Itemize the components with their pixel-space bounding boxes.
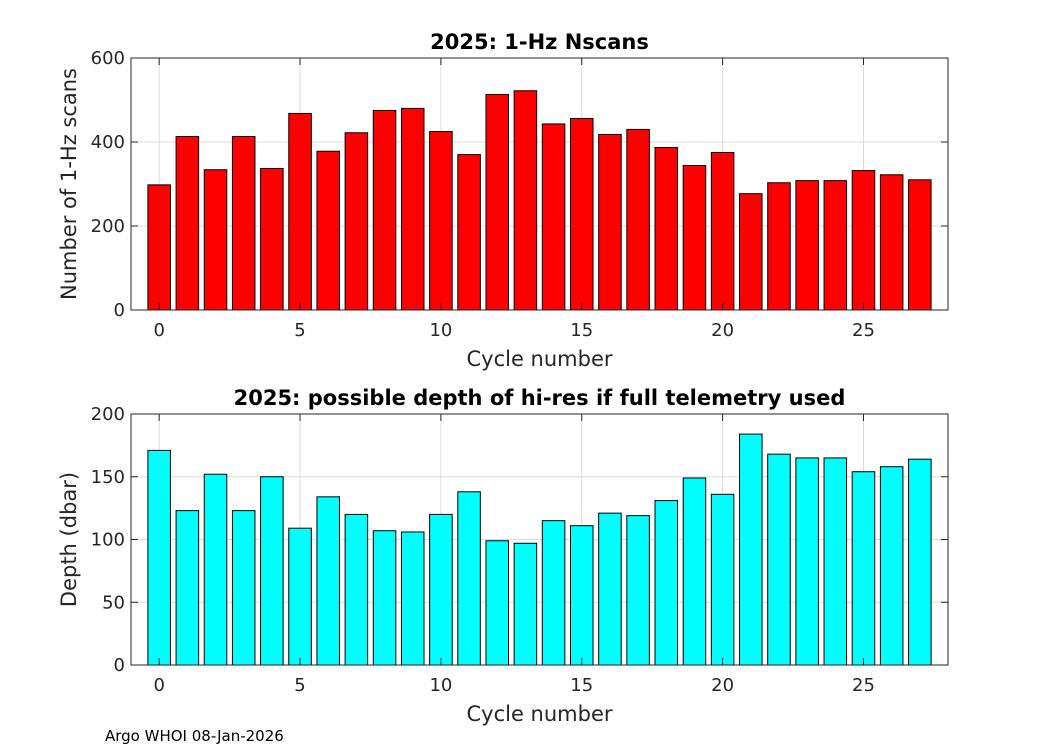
- bar: [231, 510, 256, 666]
- bar: [513, 90, 538, 311]
- footer-text: Argo WHOI 08-Jan-2026: [105, 727, 284, 745]
- bar: [710, 493, 735, 666]
- bar: [767, 453, 791, 666]
- y-tick-label: 0: [114, 300, 125, 321]
- bar: [795, 457, 819, 666]
- bar: [203, 169, 228, 311]
- bar: [598, 512, 622, 666]
- bar: [598, 133, 622, 311]
- y-axis-label: Number of 1-Hz scans: [57, 68, 81, 300]
- bar: [654, 146, 679, 311]
- bar: [203, 473, 228, 666]
- bar: [626, 128, 650, 311]
- y-axis-label: Depth (dbar): [57, 472, 81, 607]
- bar: [682, 165, 707, 311]
- bar: [485, 540, 510, 666]
- bar: [344, 132, 369, 311]
- bar: [429, 131, 453, 311]
- y-tick-label: 600: [91, 48, 125, 69]
- bar: [372, 110, 397, 311]
- bar: [457, 154, 481, 311]
- bar: [823, 457, 848, 666]
- x-tick-label: 0: [153, 675, 164, 696]
- bar: [682, 477, 707, 666]
- bar: [541, 123, 566, 311]
- bar: [372, 530, 397, 666]
- bar: [569, 117, 594, 311]
- bar: [175, 510, 200, 666]
- bar: [879, 174, 904, 311]
- bar: [908, 458, 932, 666]
- bar: [485, 94, 510, 311]
- bar: [710, 152, 735, 311]
- y-tick-label: 400: [91, 132, 125, 153]
- chart-title: 2025: possible depth of hi-res if full t…: [234, 386, 846, 410]
- bar: [626, 515, 650, 666]
- bar: [260, 476, 284, 666]
- x-axis-label: Cycle number: [466, 702, 612, 726]
- axes-frame: [130, 57, 949, 311]
- y-tick-label: 200: [91, 216, 125, 237]
- bar: [429, 513, 453, 666]
- bar: [400, 531, 425, 666]
- bar: [851, 170, 876, 311]
- y-tick-label: 100: [91, 530, 125, 551]
- bar: [541, 520, 566, 666]
- chart-panel-2: 0 5 10 15 20 25 0 50 100 150 200 2025: possible dep…: [57, 386, 949, 726]
- bar: [147, 184, 171, 311]
- bar: [260, 167, 284, 311]
- bar: [316, 496, 340, 666]
- bar: [316, 150, 340, 311]
- y-tick-label: 50: [102, 592, 125, 613]
- x-tick-label: 15: [570, 675, 593, 696]
- y-tick-label: 200: [91, 404, 125, 425]
- bar: [344, 513, 369, 666]
- x-tick-label: 10: [429, 675, 452, 696]
- bar: [908, 179, 932, 311]
- x-tick-label: 20: [711, 320, 734, 341]
- x-tick-label: 15: [570, 320, 593, 341]
- bar: [569, 525, 594, 666]
- bar: [231, 136, 256, 311]
- chart-title: 2025: 1-Hz Nscans: [430, 30, 649, 54]
- x-tick-label: 10: [429, 320, 452, 341]
- bar: [879, 466, 904, 666]
- bar: [288, 527, 312, 666]
- bar: [767, 182, 791, 311]
- x-tick-label: 25: [852, 320, 875, 341]
- x-tick-label: 20: [711, 675, 734, 696]
- x-tick-label: 25: [852, 675, 875, 696]
- bar: [654, 500, 679, 666]
- x-tick-label: 5: [294, 675, 305, 696]
- bar: [400, 107, 425, 311]
- y-tick-label: 0: [114, 655, 125, 676]
- x-tick-label: 0: [153, 320, 164, 341]
- bar: [457, 491, 481, 666]
- bar: [823, 180, 848, 311]
- x-axis-label: Cycle number: [466, 347, 612, 371]
- bar: [175, 136, 200, 311]
- bar: [513, 542, 538, 666]
- chart-panel-1: 0 5 10 15 20 25 0 200 400 600 2025: 1-Hz Nscans Cyc…: [57, 30, 949, 371]
- bar: [147, 449, 171, 666]
- bar: [288, 112, 312, 311]
- bar: [795, 180, 819, 311]
- x-tick-label: 5: [294, 320, 305, 341]
- bar: [739, 193, 763, 311]
- y-tick-label: 150: [91, 467, 125, 488]
- bar: [739, 433, 763, 666]
- bar: [851, 471, 876, 666]
